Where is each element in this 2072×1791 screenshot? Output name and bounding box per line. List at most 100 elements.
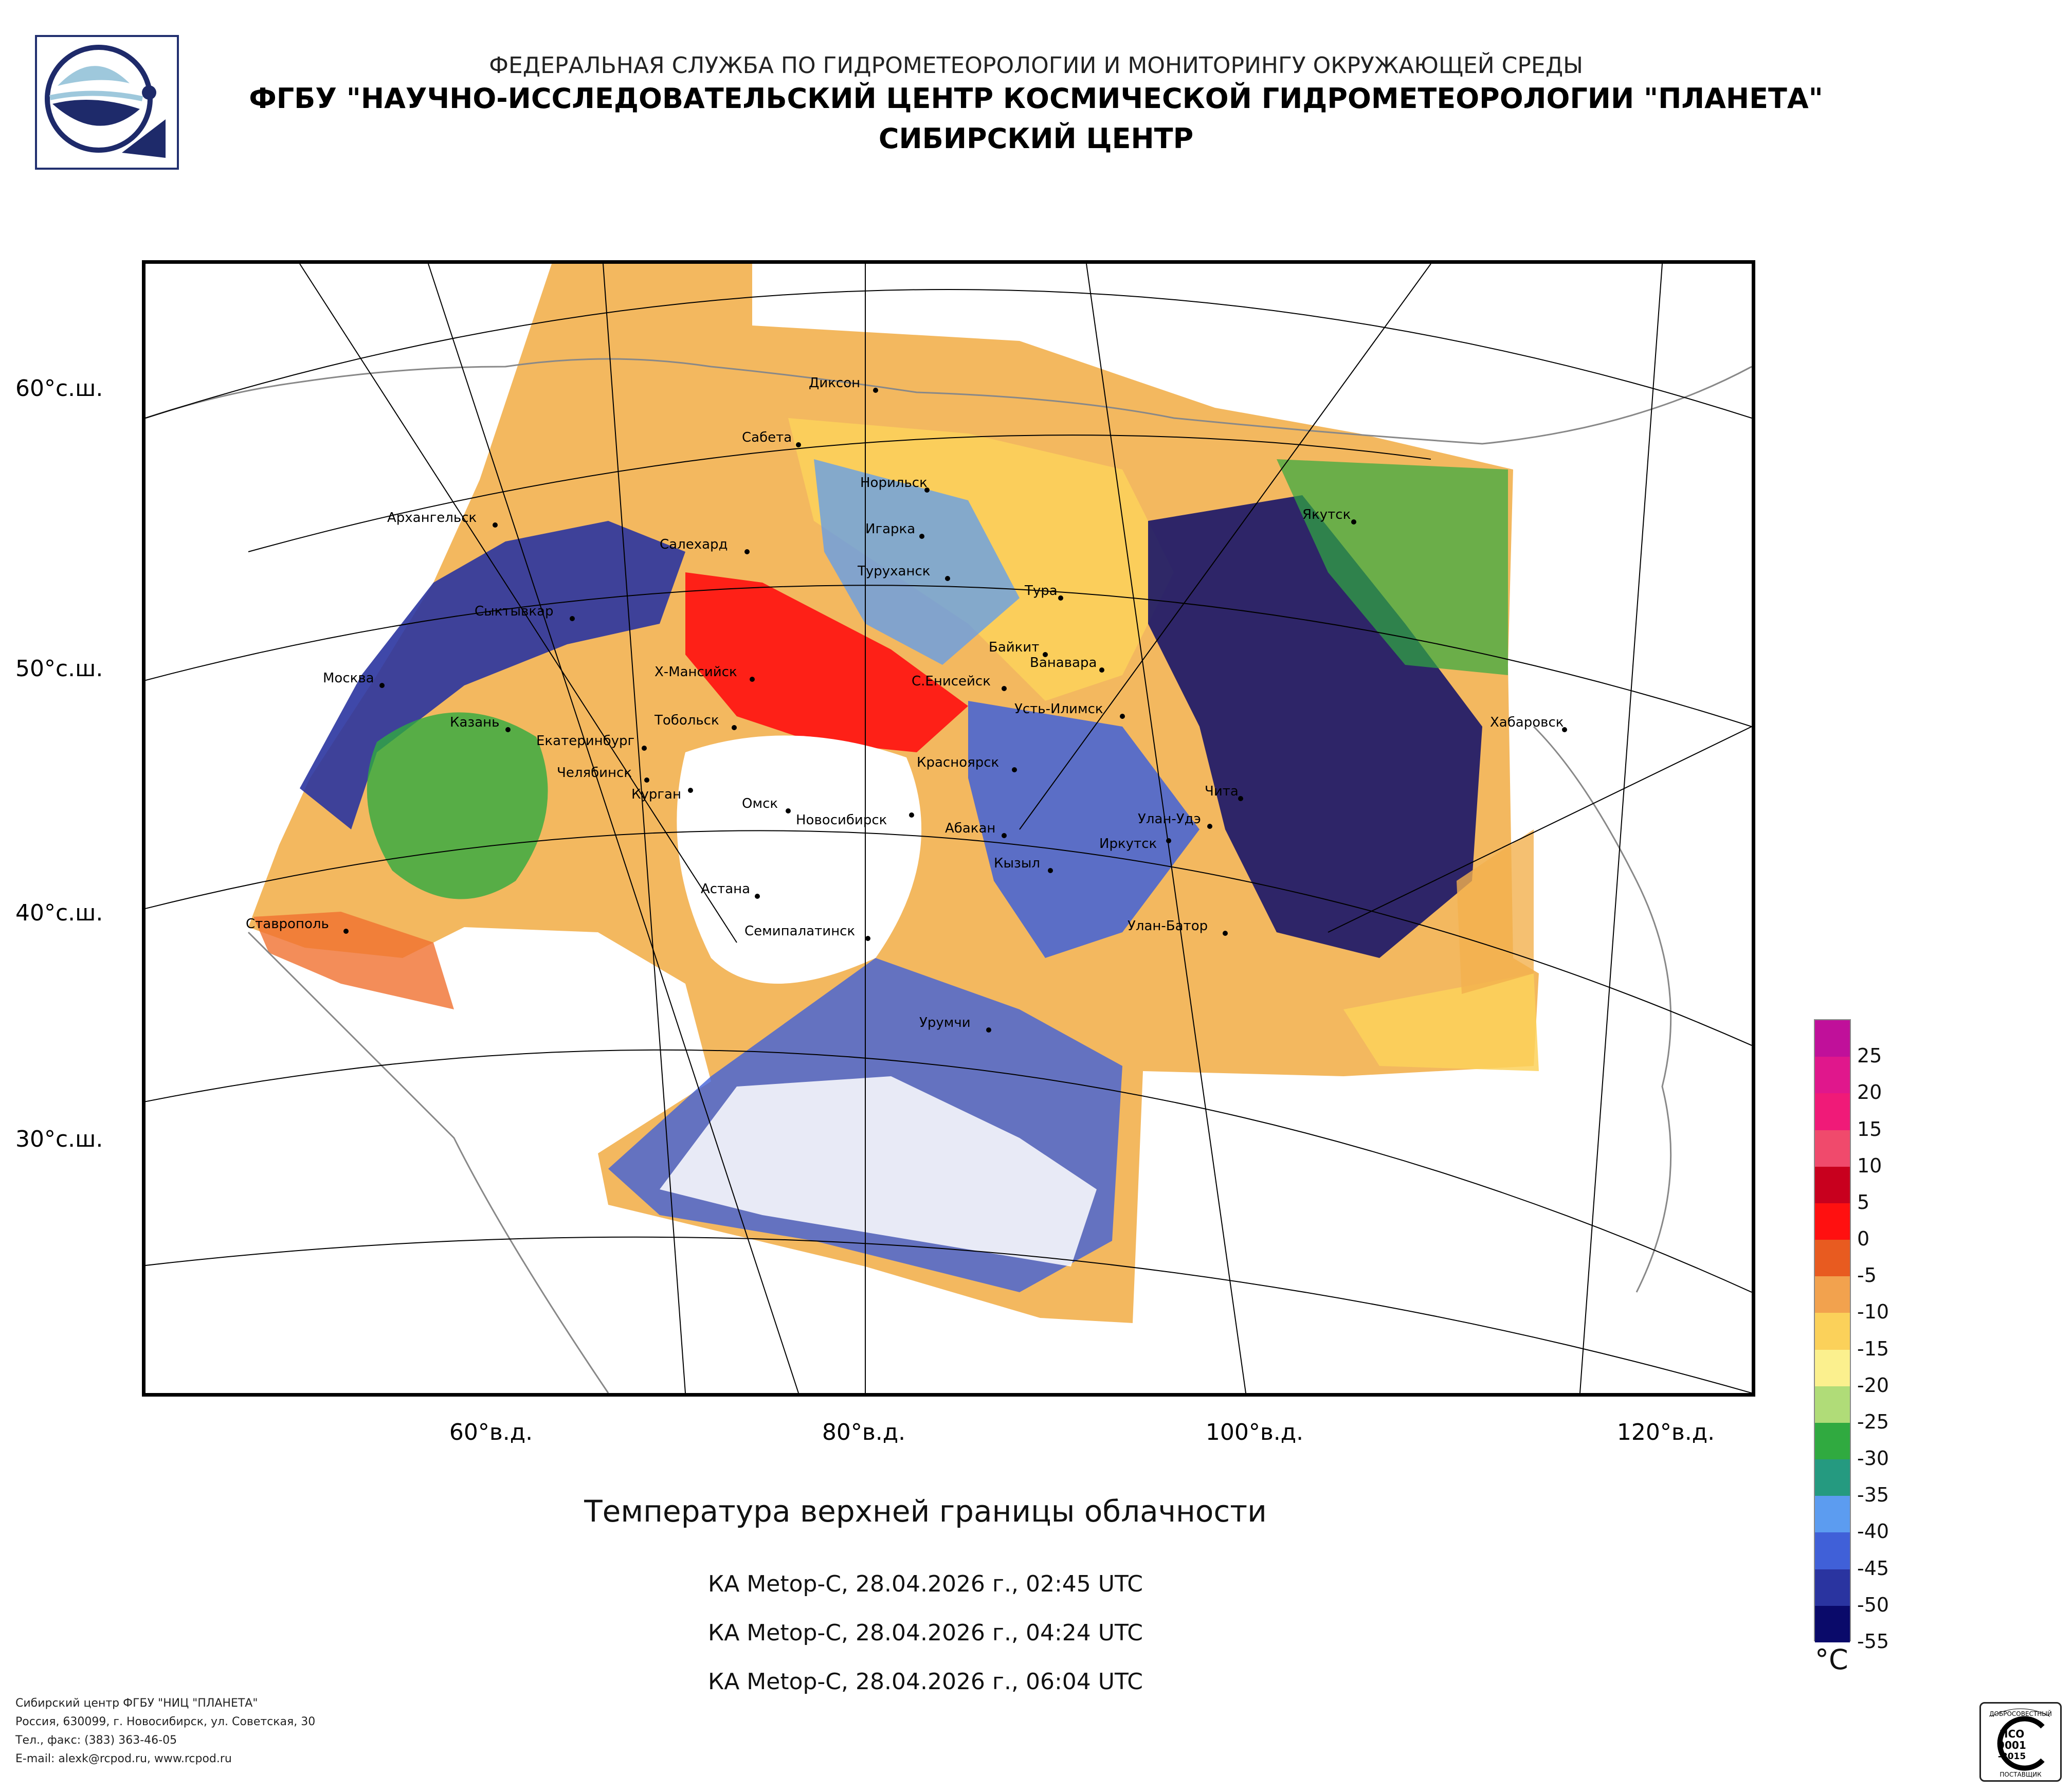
city-label: Москва (323, 671, 374, 686)
longitude-label-60: 60°в.д. (449, 1419, 533, 1445)
city-label: Улан-Батор (1128, 918, 1208, 934)
legend-unit: °C (1815, 1643, 1848, 1676)
city-label: Семипалатинск (744, 924, 855, 939)
footer-email[interactable]: E-mail: alexk@rcpod.ru, www.rcpod.ru (15, 1752, 232, 1765)
cert-text-iso: ИСО (2000, 1728, 2024, 1740)
graticule (146, 264, 1752, 1393)
legend-tick-label: 0 (1857, 1227, 1870, 1251)
legend-color-cell (1815, 1130, 1850, 1167)
legend-tick-label: -20 (1857, 1373, 1889, 1397)
header-institute: ФГБУ "НАУЧНО-ИССЛЕДОВАТЕЛЬСКИЙ ЦЕНТР КОС… (249, 82, 1823, 115)
city-label: Туруханск (857, 564, 930, 579)
satellite-pass-2: КА Metop-C, 28.04.2026 г., 04:24 UTC (707, 1620, 1143, 1646)
city-label: Чита (1205, 784, 1239, 799)
city-label: Хабаровск (1490, 715, 1564, 730)
city-label: Х-Мансийск (655, 664, 737, 680)
legend-color-cell (1815, 1240, 1850, 1277)
legend-color-cell (1815, 1422, 1850, 1460)
legend-color-cell (1815, 1569, 1850, 1606)
legend-color-cell (1815, 1093, 1850, 1130)
legend-color-cell (1815, 1532, 1850, 1569)
cert-text-2015: -2015 (1998, 1751, 2026, 1762)
legend-color-cell (1815, 1276, 1850, 1313)
longitude-label-100: 100°в.д. (1205, 1419, 1304, 1445)
city-label: Астана (701, 881, 750, 897)
legend-tick-label: -35 (1857, 1484, 1889, 1507)
legend-color-cell (1815, 1057, 1850, 1094)
legend-color-cell (1815, 1496, 1850, 1533)
legend-tick-label: 20 (1857, 1081, 1882, 1104)
city-label: Тобольск (654, 713, 719, 728)
city-label: Абакан (945, 821, 995, 836)
satellite-pass-1: КА Metop-C, 28.04.2026 г., 02:45 UTC (707, 1571, 1143, 1597)
legend-color-cell (1815, 1386, 1850, 1423)
legend-color-cell (1815, 1203, 1850, 1240)
city-label: Норильск (860, 475, 928, 491)
latitude-label-40: 40°с.ш. (15, 900, 103, 926)
legend-tick-label: -40 (1857, 1520, 1889, 1543)
city-label: Тура (1024, 583, 1058, 599)
city-label: Кызыл (994, 856, 1040, 871)
city-label: Ванавара (1030, 655, 1097, 671)
latitude-label-60: 60°с.ш. (15, 375, 103, 402)
city-label: Якутск (1302, 507, 1351, 522)
legend-tick-label: 5 (1857, 1190, 1870, 1214)
legend-tick-label: 25 (1857, 1044, 1882, 1068)
city-label: Курган (631, 787, 681, 802)
satellite-map[interactable]: Диксон Сабета Норильск Архангельск Салех… (142, 260, 1755, 1397)
city-label: Байкит (989, 640, 1039, 655)
planeta-logo (35, 35, 179, 170)
city-label: Екатеринбург (536, 733, 634, 749)
city-label: Иркутск (1099, 836, 1157, 852)
legend-tick-label: -15 (1857, 1337, 1889, 1360)
temperature-legend-bar (1814, 1019, 1851, 1642)
footer-org: Сибирский центр ФГБУ "НИЦ "ПЛАНЕТА" (15, 1697, 258, 1710)
city-label: Игарка (865, 521, 915, 537)
city-labels: Диксон Сабета Норильск Архангельск Салех… (246, 375, 1567, 1033)
city-label: Салехард (660, 537, 728, 552)
city-label: Казань (450, 715, 499, 730)
legend-color-cell (1815, 1313, 1850, 1350)
legend-color-cell (1815, 1020, 1850, 1057)
legend-tick-label: -45 (1857, 1557, 1889, 1580)
longitude-label-80: 80°в.д. (822, 1419, 906, 1445)
legend-tick-label: 15 (1857, 1117, 1882, 1141)
cert-text-9001: 9001 (1997, 1739, 2026, 1751)
legend-tick-label: -55 (1857, 1630, 1889, 1653)
legend-color-cell (1815, 1605, 1850, 1642)
legend-tick-label: -5 (1857, 1264, 1877, 1287)
longitude-label-120: 120°в.д. (1616, 1419, 1715, 1445)
city-label: Улан-Удэ (1138, 811, 1201, 827)
legend-tick-label: 10 (1857, 1154, 1882, 1177)
city-label: Ставрополь (246, 916, 329, 932)
city-label: Челябинск (557, 765, 632, 781)
city-label: С.Енисейск (912, 674, 991, 689)
city-label: Новосибирск (796, 812, 887, 828)
city-label: Красноярск (917, 755, 999, 770)
latitude-label-30: 30°с.ш. (15, 1126, 103, 1152)
legend-tick-label: -25 (1857, 1410, 1889, 1433)
cert-text-bottom: ПОСТАВЩИК (2000, 1771, 2042, 1778)
product-title: Температура верхней границы облачности (584, 1494, 1267, 1529)
header-center: СИБИРСКИЙ ЦЕНТР (878, 122, 1194, 155)
cloud-swath (248, 264, 1539, 1323)
legend-color-cell (1815, 1349, 1850, 1386)
legend-color-cell (1815, 1166, 1850, 1203)
latitude-label-50: 50°с.ш. (15, 656, 103, 682)
iso-certificate-badge: ДОБРОСОВЕСТНЫЙ ИСО 9001 -2015 ПОСТАВЩИК (1979, 1702, 2062, 1782)
city-label: Урумчи (919, 1015, 971, 1030)
cert-text-top: ДОБРОСОВЕСТНЫЙ (1989, 1710, 2052, 1717)
city-label: Архангельск (387, 510, 477, 526)
header-agency: ФЕДЕРАЛЬНАЯ СЛУЖБА ПО ГИДРОМЕТЕОРОЛОГИИ … (489, 52, 1583, 79)
city-label: Диксон (809, 375, 860, 391)
legend-tick-label: -50 (1857, 1593, 1889, 1616)
legend-tick-label: -10 (1857, 1300, 1889, 1324)
coastlines (146, 358, 1752, 1393)
satellite-pass-3: КА Metop-C, 28.04.2026 г., 06:04 UTC (707, 1669, 1143, 1695)
city-label: Омск (742, 796, 778, 811)
footer-phone: Тел., факс: (383) 363-46-05 (15, 1734, 177, 1747)
footer-address: Россия, 630099, г. Новосибирск, ул. Сове… (15, 1715, 316, 1728)
city-label: Сабета (742, 430, 792, 445)
city-label: Сыктывкар (475, 604, 554, 619)
city-label: Усть-Илимск (1014, 701, 1103, 717)
